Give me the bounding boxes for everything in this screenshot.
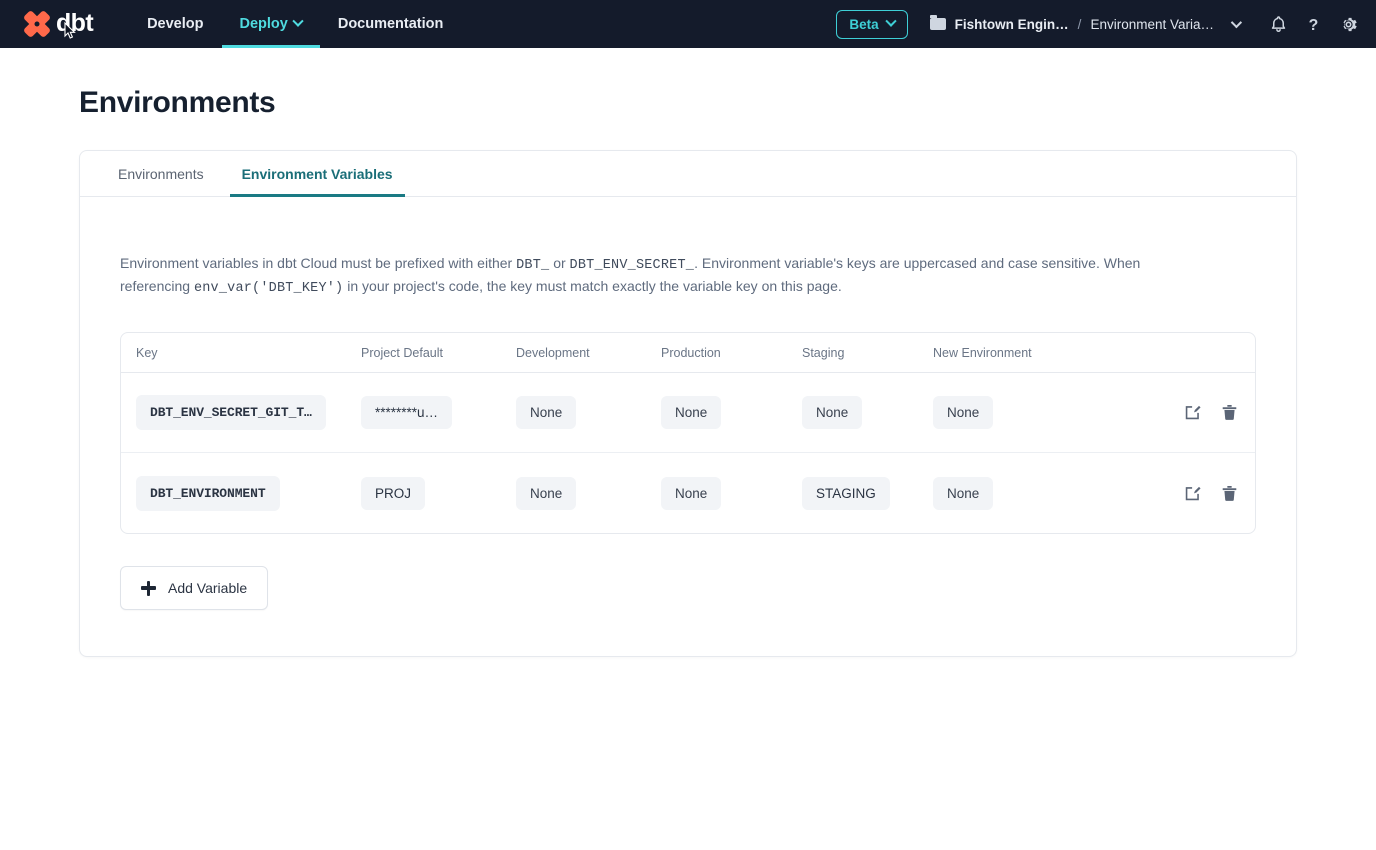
trash-icon	[1222, 405, 1237, 420]
environments-card: Environments Environment Variables Envir…	[79, 150, 1297, 657]
cell-new-environment: None	[933, 396, 1119, 429]
column-header-production: Production	[661, 345, 721, 360]
bell-icon[interactable]	[1269, 15, 1288, 34]
value-chip: None	[933, 476, 994, 510]
edit-icon	[1185, 405, 1201, 420]
card-body: Environment variables in dbt Cloud must …	[80, 197, 1296, 656]
add-variable-button[interactable]: Add Variable	[120, 566, 269, 610]
cell-staging: None	[802, 396, 933, 429]
breadcrumb[interactable]: Fishtown Engin… / Environment Varia…	[929, 15, 1243, 32]
page-title: Environments	[79, 86, 276, 119]
value-chip: None	[933, 396, 994, 429]
folder-icon	[929, 15, 946, 30]
tab-environment-variables[interactable]: Environment Variables	[229, 151, 405, 197]
tab-label: Environment Variables	[241, 165, 393, 182]
cell-project-default: PROJ	[361, 476, 516, 510]
dbt-logo-text: dbt	[56, 8, 94, 37]
beta-dropdown-button[interactable]: Beta	[836, 9, 908, 39]
variable-key-chip: DBT_ENVIRONMENT	[136, 475, 280, 511]
breadcrumb-page: Environment Varia…	[1090, 16, 1214, 32]
cell-project-default: ********u…	[361, 396, 516, 429]
value-chip: PROJ	[361, 476, 426, 510]
help-icon[interactable]: ?	[1304, 15, 1323, 34]
description-text: Environment variables in dbt Cloud must …	[120, 253, 1160, 299]
environment-variables-table: Key Project Default Development Producti…	[120, 332, 1256, 534]
page-content: Environments Environments Environment Va…	[0, 48, 1376, 657]
cell-actions	[1119, 401, 1255, 424]
column-header-project-default: Project Default	[361, 345, 443, 360]
gear-icon[interactable]	[1339, 15, 1358, 34]
desc-code-env-var: env_var('DBT_KEY')	[193, 281, 344, 296]
table-header-row: Key Project Default Development Producti…	[121, 333, 1255, 373]
value-chip: ********u…	[361, 396, 453, 429]
variable-key-chip: DBT_ENV_SECRET_GIT_T…	[136, 395, 326, 430]
table-row: DBT_ENV_SECRET_GIT_T… ********u… None No…	[121, 373, 1255, 453]
beta-label: Beta	[849, 16, 879, 32]
value-chip: None	[661, 476, 722, 510]
chevron-down-icon[interactable]	[1230, 16, 1243, 29]
cell-actions	[1119, 482, 1255, 505]
value-chip: None	[661, 396, 722, 429]
column-header-development: Development	[516, 345, 590, 360]
cell-key: DBT_ENVIRONMENT	[121, 475, 361, 511]
delete-variable-button[interactable]	[1218, 482, 1241, 505]
nav-item-documentation[interactable]: Documentation	[320, 0, 462, 48]
dbt-logo[interactable]: dbt	[0, 0, 107, 48]
delete-variable-button[interactable]	[1218, 401, 1241, 424]
header-icon-group: ?	[1269, 15, 1358, 34]
value-chip: None	[516, 476, 577, 510]
cell-production: None	[661, 396, 802, 429]
cell-development: None	[516, 476, 661, 510]
add-variable-label: Add Variable	[168, 580, 248, 596]
plus-icon	[141, 580, 156, 596]
edit-icon	[1185, 486, 1201, 500]
value-chip: None	[802, 396, 863, 429]
cell-staging: STAGING	[802, 476, 933, 510]
breadcrumb-separator: /	[1077, 16, 1082, 32]
desc-part-3: . Environment variable's keys are upperc…	[120, 255, 1141, 294]
column-header-key: Key	[136, 345, 158, 360]
nav-item-label: Deploy	[239, 16, 288, 32]
desc-part-2: or	[549, 255, 570, 271]
breadcrumb-project: Fishtown Engin…	[954, 16, 1069, 32]
nav-left-group: dbt Develop Deploy Documentation	[0, 0, 461, 48]
card-tabs: Environments Environment Variables	[80, 151, 1296, 197]
nav-right-group: Beta Fishtown Engin… / Environment Varia…	[836, 0, 1376, 48]
svg-text:?: ?	[1309, 17, 1319, 34]
dbt-x-logo-icon	[22, 9, 52, 39]
cell-key: DBT_ENV_SECRET_GIT_T…	[121, 395, 361, 430]
tab-environments[interactable]: Environments	[106, 151, 216, 196]
edit-variable-button[interactable]	[1181, 401, 1204, 424]
desc-code-dbt-secret-prefix: DBT_ENV_SECRET_	[569, 258, 695, 273]
edit-variable-button[interactable]	[1181, 482, 1204, 505]
nav-item-label: Develop	[147, 16, 204, 32]
nav-item-label: Documentation	[337, 16, 444, 32]
trash-icon	[1222, 485, 1237, 501]
tab-label: Environments	[118, 165, 204, 182]
nav-item-deploy[interactable]: Deploy	[221, 0, 321, 48]
value-chip: None	[516, 396, 577, 429]
chevron-down-icon	[885, 15, 897, 27]
cell-production: None	[661, 476, 802, 510]
top-navigation-bar: dbt Develop Deploy Documentation Beta	[0, 0, 1376, 48]
table-row: DBT_ENVIRONMENT PROJ None None STAGING	[121, 453, 1255, 533]
desc-code-dbt-prefix: DBT_	[516, 258, 550, 273]
column-header-new-environment: New Environment	[933, 345, 1032, 360]
nav-item-develop[interactable]: Develop	[129, 0, 221, 48]
primary-nav-items: Develop Deploy Documentation	[129, 0, 461, 48]
desc-part-4: in your project's code, the key must mat…	[343, 278, 842, 294]
chevron-down-icon	[292, 15, 304, 27]
cell-development: None	[516, 396, 661, 429]
desc-part-1: Environment variables in dbt Cloud must …	[120, 255, 517, 271]
cell-new-environment: None	[933, 476, 1119, 510]
column-header-staging: Staging	[802, 345, 845, 360]
value-chip: STAGING	[802, 476, 890, 510]
